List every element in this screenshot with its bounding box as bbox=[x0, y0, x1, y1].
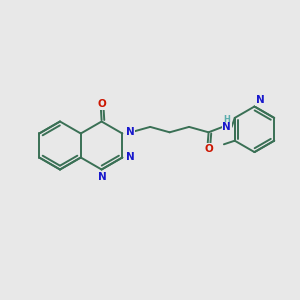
Text: H: H bbox=[224, 115, 230, 124]
Text: N: N bbox=[223, 122, 231, 132]
Text: O: O bbox=[98, 99, 106, 109]
Text: N: N bbox=[256, 95, 265, 105]
Text: N: N bbox=[126, 152, 135, 163]
Text: N: N bbox=[98, 172, 107, 182]
Text: O: O bbox=[204, 144, 213, 154]
Text: N: N bbox=[126, 127, 135, 137]
